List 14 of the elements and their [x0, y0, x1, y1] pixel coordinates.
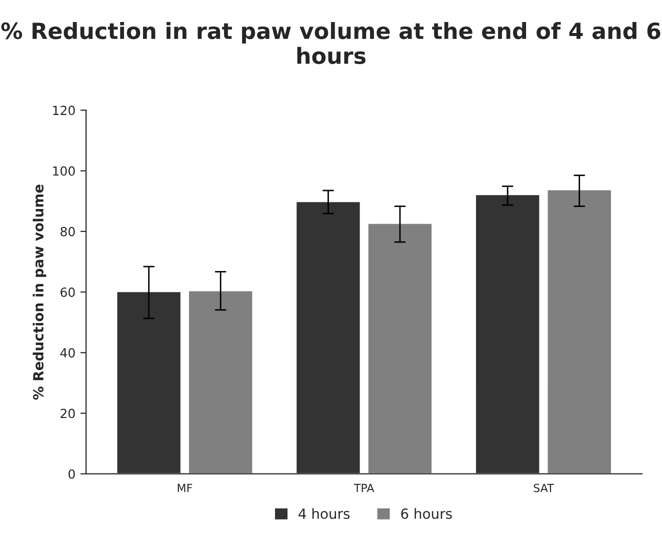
- y-axis-title: % Reduction in paw volume: [32, 184, 46, 400]
- legend-label: 4 hours: [298, 508, 350, 519]
- chart-title: % Reduction in rat paw volume at the end of 4 and 6 hours: [1, 22, 660, 64]
- y-tick-label: 0: [68, 469, 75, 479]
- x-tick-label: TPA: [354, 484, 374, 492]
- x-tick-label: SAT: [534, 484, 554, 492]
- y-tick-label: 120: [53, 106, 75, 116]
- y-tick-label: 40: [60, 348, 75, 358]
- y-tick-label: 60: [60, 288, 75, 297]
- y-tick-label: 20: [60, 408, 75, 418]
- y-tick-label: 100: [53, 166, 75, 176]
- legend-label: 6 hours: [401, 508, 452, 519]
- x-tick-label: MF: [178, 484, 192, 492]
- y-tick-label: 80: [60, 226, 75, 236]
